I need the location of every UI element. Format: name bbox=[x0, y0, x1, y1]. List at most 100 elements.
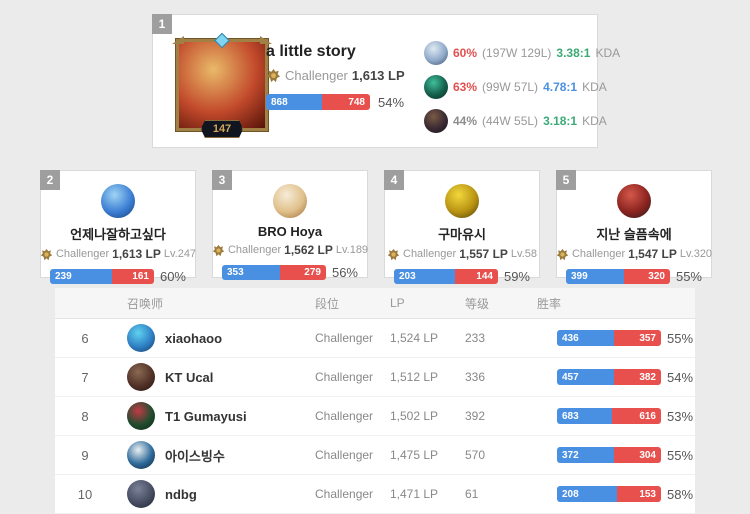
level-cell: 392 bbox=[465, 409, 486, 423]
tier-line: Challenger 1,613 LP bbox=[266, 68, 418, 83]
rank-badge: 2 bbox=[40, 170, 60, 190]
champion-avatar bbox=[424, 75, 448, 99]
tier-label: Challenger bbox=[403, 248, 457, 260]
player-card[interactable]: 2 언제나잘하고싶다 Challenger 1,613 LP Lv.247 23… bbox=[40, 170, 197, 284]
header-winrate: 胜率 bbox=[537, 296, 562, 311]
kda-label: KDA bbox=[582, 114, 607, 128]
winloss-bar: 683 616 bbox=[557, 408, 661, 424]
tier-label: Challenger bbox=[55, 248, 110, 260]
champion-kda-ratio: 4.78:1 bbox=[543, 80, 578, 94]
losses-segment: 616 bbox=[611, 408, 661, 424]
winrate-label: 55% bbox=[667, 447, 694, 463]
challenger-crest-icon bbox=[387, 248, 400, 260]
lp-value: 1,613 LP bbox=[112, 247, 161, 261]
champion-record: (197W 129L) bbox=[482, 46, 552, 60]
losses-segment: 382 bbox=[613, 369, 661, 385]
lp-cell: 1,512 LP bbox=[390, 370, 439, 384]
winrate-label: 56% bbox=[331, 265, 358, 280]
challenger-crest-icon bbox=[212, 244, 225, 256]
player-name[interactable]: KT Ucal bbox=[165, 369, 214, 385]
header-summoner: 召唤师 bbox=[127, 296, 164, 311]
lp-value: 1,613 LP bbox=[351, 68, 405, 83]
level-label: Lv.189 bbox=[335, 244, 369, 256]
losses-segment: 153 bbox=[616, 486, 661, 502]
champion-stat-row[interactable]: 63% (99W 57L) 4.78:1 KDA bbox=[424, 75, 620, 99]
winloss-bar: 208 153 bbox=[557, 486, 661, 502]
player-avatar bbox=[445, 184, 479, 218]
wins-segment: 683 bbox=[557, 408, 612, 424]
wins-segment: 353 bbox=[222, 265, 281, 280]
player-name[interactable]: BRO Hoya bbox=[257, 224, 323, 239]
player-card[interactable]: 3 BRO Hoya Challenger 1,562 LP Lv.189 35… bbox=[212, 170, 369, 280]
winrate-label: 54% bbox=[378, 94, 405, 110]
rank-cell: 9 bbox=[81, 447, 89, 463]
losses-segment: 279 bbox=[280, 265, 326, 280]
losses-segment: 144 bbox=[454, 269, 498, 284]
player-avatar bbox=[127, 324, 155, 352]
frame-wing-icon bbox=[172, 36, 184, 44]
player-name[interactable]: a little story bbox=[266, 43, 356, 60]
kda-label: KDA bbox=[595, 46, 621, 60]
winloss-bar: 372 304 bbox=[557, 447, 661, 463]
tier-cell: Challenger bbox=[315, 331, 374, 345]
wins-segment: 239 bbox=[50, 269, 113, 284]
wins-segment: 208 bbox=[557, 486, 617, 502]
level-cell: 61 bbox=[465, 487, 479, 501]
player-name[interactable]: ndbg bbox=[165, 486, 197, 502]
winloss-bar: 203 144 bbox=[394, 269, 498, 284]
wins-segment: 868 bbox=[266, 94, 322, 110]
table-row[interactable]: 8 T1 Gumayusi Challenger 1,502 LP 392 68… bbox=[55, 397, 695, 436]
winrate-label: 55% bbox=[667, 330, 694, 346]
table-row[interactable]: 7 KT Ucal Challenger 1,512 LP 336 457 38… bbox=[55, 358, 695, 397]
wins-segment: 399 bbox=[566, 269, 624, 284]
rank-badge: 3 bbox=[212, 170, 232, 190]
level-cell: 233 bbox=[465, 331, 486, 345]
header-lp: LP bbox=[390, 296, 405, 310]
lp-value: 1,557 LP bbox=[459, 247, 508, 261]
rank-badge: 5 bbox=[556, 170, 576, 190]
summoner-level-badge: 147 bbox=[200, 120, 244, 138]
winrate-label: 58% bbox=[667, 486, 694, 502]
tier-label: Challenger bbox=[227, 244, 282, 256]
champion-stat-row[interactable]: 60% (197W 129L) 3.38:1 KDA bbox=[424, 41, 620, 65]
champion-stat-row[interactable]: 44% (44W 55L) 3.18:1 KDA bbox=[424, 109, 620, 133]
winloss-bar: 239 161 bbox=[50, 269, 154, 284]
player-avatar bbox=[127, 480, 155, 508]
top-player-card[interactable]: 1 147 a little story Challenger 1,613 LP… bbox=[152, 14, 620, 148]
winrate-label: 54% bbox=[667, 369, 694, 385]
tier-cell: Challenger bbox=[315, 448, 374, 462]
wins-segment: 203 bbox=[394, 269, 455, 284]
champion-avatar bbox=[424, 41, 448, 65]
champion-winrate: 60% bbox=[453, 46, 478, 60]
rank-cell: 6 bbox=[81, 330, 89, 346]
player-name[interactable]: 지난 슬픔속에 bbox=[596, 227, 672, 242]
player-name[interactable]: xiaohaoo bbox=[165, 330, 223, 346]
table-row[interactable]: 6 xiaohaoo Challenger 1,524 LP 233 436 3… bbox=[55, 319, 695, 358]
player-name[interactable]: 아이스빙수 bbox=[165, 448, 225, 464]
winloss-bar: 868 748 bbox=[266, 94, 370, 110]
player-name[interactable]: 언제나잘하고싶다 bbox=[70, 227, 166, 242]
level-cell: 336 bbox=[465, 370, 486, 384]
level-label: Lv.58 bbox=[510, 248, 537, 260]
player-avatar bbox=[127, 402, 155, 430]
champion-avatar bbox=[424, 109, 448, 133]
winloss-bar: 399 320 bbox=[566, 269, 670, 284]
level-label: Lv.247 bbox=[163, 248, 197, 260]
lp-value: 1,562 LP bbox=[284, 243, 333, 257]
losses-segment: 304 bbox=[614, 447, 661, 463]
losses-segment: 357 bbox=[614, 330, 661, 346]
lp-cell: 1,502 LP bbox=[390, 409, 439, 423]
tier-line: Challenger 1,562 LP Lv.189 bbox=[212, 243, 369, 257]
champion-record: (99W 57L) bbox=[482, 80, 539, 94]
player-card[interactable]: 4 구마유시 Challenger 1,557 LP Lv.58 203 144… bbox=[384, 170, 540, 284]
player-name[interactable]: 구마유시 bbox=[438, 227, 486, 242]
player-name[interactable]: T1 Gumayusi bbox=[165, 408, 247, 424]
losses-segment: 320 bbox=[623, 269, 670, 284]
tier-cell: Challenger bbox=[315, 487, 374, 501]
lp-cell: 1,524 LP bbox=[390, 331, 439, 345]
table-row[interactable]: 9 아이스빙수 Challenger 1,475 LP 570 372 304 … bbox=[55, 436, 695, 475]
player-card[interactable]: 5 지난 슬픔속에 Challenger 1,547 LP Lv.320 399… bbox=[556, 170, 712, 284]
table-row[interactable]: 10 ndbg Challenger 1,471 LP 61 208 153 5… bbox=[55, 475, 695, 514]
champion-kda-ratio: 3.38:1 bbox=[556, 46, 591, 60]
tier-label: Challenger bbox=[285, 68, 348, 83]
